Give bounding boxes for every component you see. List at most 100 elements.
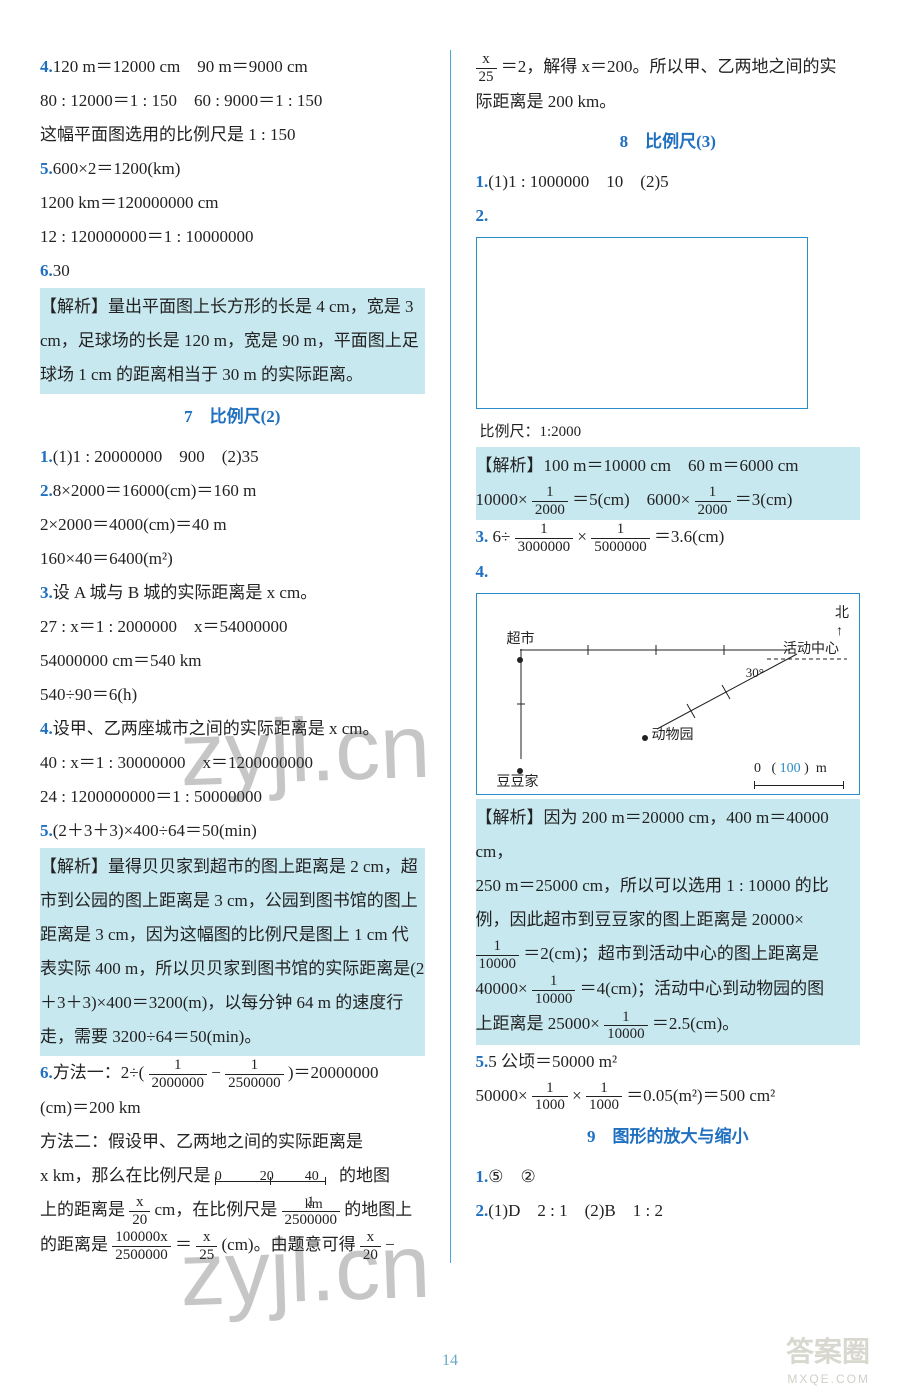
line: 160×40＝6400(m²) xyxy=(40,542,425,576)
line: (cm)＝200 km xyxy=(40,1091,425,1125)
num: x xyxy=(196,1229,217,1247)
text: )＝20000000 xyxy=(288,1063,379,1082)
analysis-box-3: 【解析】100 m＝10000 cm 60 m＝6000 cm 10000× 1… xyxy=(476,447,861,520)
den: 1000 xyxy=(532,1097,568,1114)
line: 际距离是 200 km。 xyxy=(476,85,861,119)
text: ＝5(cm) 6000× xyxy=(572,490,690,509)
text: (cm)。由题意可得 xyxy=(222,1235,356,1254)
den: 25 xyxy=(476,69,497,86)
line: 设 A 城与 B 城的实际距离是 x cm。 xyxy=(53,583,317,602)
text: 10000× xyxy=(476,490,528,509)
line: 120 m＝12000 cm 90 m＝9000 cm xyxy=(53,57,308,76)
scale-bar: 0 ( 100 ) m xyxy=(754,755,844,786)
text: ＝ xyxy=(175,1235,192,1254)
text: ＝3(cm) xyxy=(735,490,793,509)
corner-url: MXQE.COM xyxy=(787,1372,870,1386)
den: 2500000 xyxy=(225,1075,284,1092)
num: 1 xyxy=(476,938,520,956)
node-doudou: 豆豆家 xyxy=(497,769,539,797)
line-8-5b: 50000× 11000 × 11000 ＝0.05(m²)＝500 cm² xyxy=(476,1079,861,1114)
scale-unit: m xyxy=(816,761,827,776)
fraction: 12500000 xyxy=(225,1057,284,1091)
line: 这幅平面图选用的比例尺是 1 : 150 xyxy=(40,118,425,152)
text: ＝2(cm)；超市到活动中心的图上距离是 xyxy=(523,944,819,963)
text: 50000× xyxy=(476,1086,528,1105)
line-7-6f: 的距离是 100000x2500000 ＝ x25 (cm)。由题意可得 x20… xyxy=(40,1228,425,1263)
line: 8×2000＝16000(cm)＝160 m xyxy=(53,481,257,500)
fraction: 11000 xyxy=(532,1080,568,1114)
qnum-7-4: 4. xyxy=(40,719,53,738)
line: 方法二：假设甲、乙两地之间的实际距离是 xyxy=(40,1125,425,1159)
line: 250 m＝25000 cm，所以可以选用 1 : 10000 的比 xyxy=(476,869,861,903)
num: 1 xyxy=(532,973,576,991)
fraction: x20 xyxy=(129,1194,150,1228)
line: 30 xyxy=(53,261,70,280)
den: 2500000 xyxy=(112,1247,171,1264)
fraction: 110000 xyxy=(604,1009,648,1043)
qnum-7-3: 3. xyxy=(40,583,53,602)
text: 6÷ xyxy=(493,527,511,546)
vertical-line-icon xyxy=(517,649,531,764)
fraction: 110000 xyxy=(532,973,576,1007)
qnum-9-1: 1. xyxy=(476,1167,489,1186)
section-7-title: 7 比例尺(2) xyxy=(40,400,425,434)
qnum-8-4: 4. xyxy=(476,562,489,581)
num: 1 xyxy=(604,1009,648,1027)
text: × xyxy=(572,1086,582,1105)
tick-icon xyxy=(270,1177,271,1185)
num: 1 xyxy=(591,521,650,539)
line: 【解析】100 m＝10000 cm 60 m＝6000 cm xyxy=(476,449,861,483)
text: 40000× xyxy=(476,979,528,998)
line-jiexi4e: 40000× 110000 ＝4(cm)；活动中心到动物园的图 xyxy=(476,972,861,1007)
line-r0: x25 ＝2，解得 x＝200。所以甲、乙两地之间的实 xyxy=(476,50,861,85)
line-7-6e: 上的距离是 x20 cm，在比例尺是 12500000 的地图上 xyxy=(40,1193,425,1228)
num: 1 xyxy=(515,521,574,539)
line-jiexi4d: 110000 ＝2(cm)；超市到活动中心的图上距离是 xyxy=(476,937,861,972)
line: (1)1 : 1000000 10 (2)5 xyxy=(488,172,668,191)
left-column: 4.120 m＝12000 cm 90 m＝9000 cm 80 : 12000… xyxy=(40,50,425,1263)
scale-40: 40 km xyxy=(305,1163,335,1219)
num: x xyxy=(476,51,497,69)
section-8-title: 8 比例尺(3) xyxy=(476,125,861,159)
line: 540÷90＝6(h) xyxy=(40,678,425,712)
den: 10000 xyxy=(532,991,576,1008)
page-number: 14 xyxy=(442,1352,458,1370)
fraction: x25 xyxy=(476,51,497,85)
line-jiexi4f: 上距离是 25000× 110000 ＝2.5(cm)。 xyxy=(476,1007,861,1042)
column-divider xyxy=(450,50,451,1263)
node-dongwuyuan: 动物园 xyxy=(652,722,694,750)
num: 1 xyxy=(532,484,568,502)
num: 100000x xyxy=(112,1229,171,1247)
fraction: 12000000 xyxy=(149,1057,208,1091)
qnum-6: 6. xyxy=(40,261,53,280)
fraction: 12000 xyxy=(532,484,568,518)
den: 2000 xyxy=(532,502,568,519)
num: x xyxy=(360,1229,381,1247)
page: 4.120 m＝12000 cm 90 m＝9000 cm 80 : 12000… xyxy=(0,0,900,1283)
den: 25 xyxy=(196,1247,217,1264)
qnum-8-1: 1. xyxy=(476,172,489,191)
text: ＝3.6(cm) xyxy=(654,527,724,546)
line: (1)D 2 : 1 (2)B 1 : 2 xyxy=(488,1201,663,1220)
right-column: x25 ＝2，解得 x＝200。所以甲、乙两地之间的实 际距离是 200 km。… xyxy=(476,50,861,1263)
qnum-4: 4. xyxy=(40,57,53,76)
den: 20 xyxy=(129,1212,150,1229)
num: x xyxy=(129,1194,150,1212)
qnum-8-2: 2. xyxy=(476,206,489,225)
den: 10000 xyxy=(476,956,520,973)
text: − xyxy=(385,1235,395,1254)
text: 上的距离是 xyxy=(40,1200,125,1219)
fraction: 11000 xyxy=(586,1080,622,1114)
line: 1200 km＝120000000 cm xyxy=(40,186,425,220)
tick-icon xyxy=(325,1177,326,1185)
line: (2＋3＋3)×400÷64＝50(min) xyxy=(53,821,257,840)
qnum-7-6: 6. xyxy=(40,1063,53,1082)
fraction: 12000 xyxy=(695,484,731,518)
num: 1 xyxy=(225,1057,284,1075)
qnum-7-5: 5. xyxy=(40,821,53,840)
qnum-9-2: 2. xyxy=(476,1201,489,1220)
fraction: 15000000 xyxy=(591,521,650,555)
analysis-box-4: 【解析】因为 200 m＝20000 cm，400 m＝40000 cm， 25… xyxy=(476,799,861,1044)
fraction: 13000000 xyxy=(515,521,574,555)
line: 例，因此超市到豆豆家的图上距离是 20000× xyxy=(476,903,861,937)
